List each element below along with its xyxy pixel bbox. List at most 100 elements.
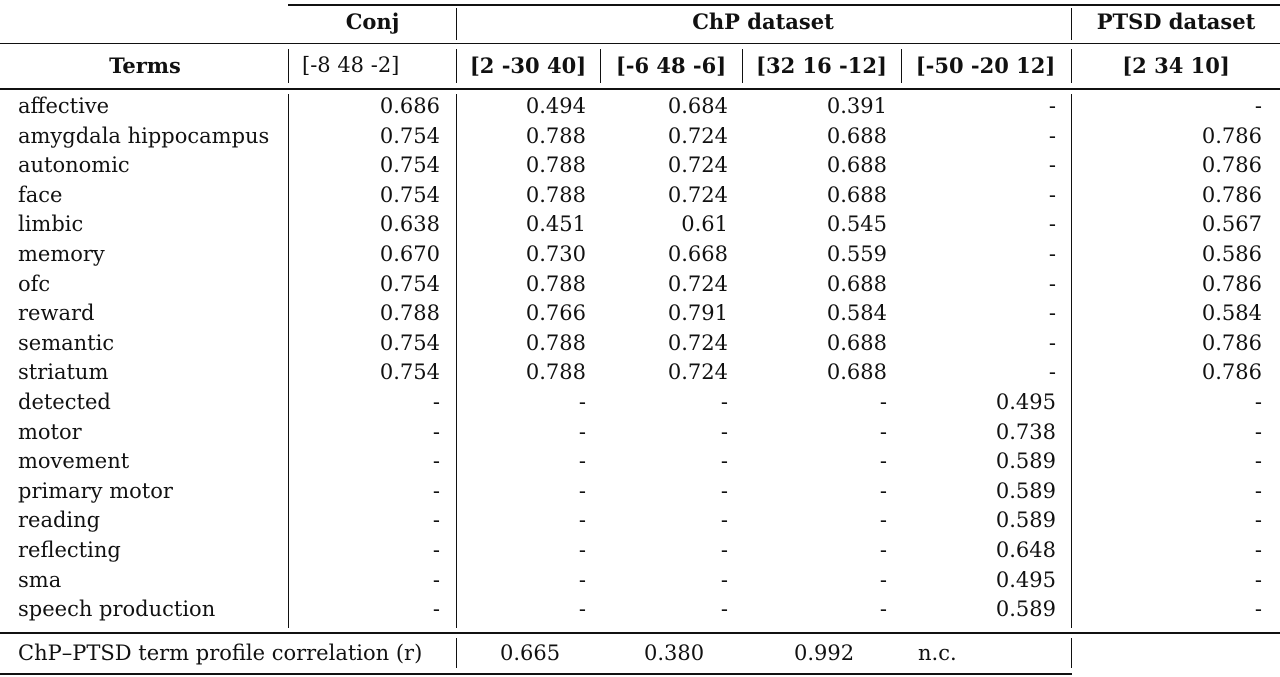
row-value-cell: 0.724 (667, 153, 728, 178)
row-value-cell: 0.668 (667, 242, 728, 266)
row-value-cell: - (720, 449, 728, 474)
row-value-cell: 0.688 (826, 123, 887, 148)
col-divider-conj (456, 49, 457, 83)
row-value-cell: 0.788 (525, 360, 586, 385)
top-rule (288, 4, 1280, 6)
bottom-rule (0, 673, 1072, 675)
row-value-cell: 0.730 (525, 242, 586, 266)
ptsd-coordinate-header: [2 34 10] (1122, 53, 1230, 78)
col-divider-chp-2 (742, 49, 743, 83)
row-term: striatum (18, 360, 109, 385)
body-divider-terms (288, 94, 289, 628)
row-value-cell: 0.754 (379, 330, 440, 355)
row-value-cell: - (879, 390, 887, 414)
footer-divider-1 (456, 638, 457, 668)
row-value-cell: - (432, 597, 440, 622)
row-value-cell: - (720, 478, 728, 503)
row-value-cell: - (578, 508, 586, 533)
row-value-cell: 0.495 (995, 567, 1056, 592)
row-value-cell: 0.391 (826, 94, 887, 118)
row-term: memory (18, 242, 105, 266)
row-value-cell: 0.786 (1201, 271, 1262, 296)
row-term: affective (18, 94, 110, 118)
col-divider-chp-4 (1071, 49, 1072, 83)
row-value-cell: - (1254, 567, 1262, 592)
footer-value-4: n.c. (918, 641, 957, 665)
row-term: movement (18, 449, 130, 474)
row-value-cell: - (1254, 508, 1262, 533)
row-value-cell: - (720, 508, 728, 533)
row-value-cell: 0.589 (995, 597, 1056, 622)
column-header-rule (0, 88, 1280, 90)
footer-value-3: 0.992 (794, 641, 855, 665)
row-value-cell: 0.788 (525, 123, 586, 148)
row-term: limbic (18, 212, 84, 237)
row-value-cell: 0.495 (995, 390, 1056, 414)
row-value-cell: - (879, 538, 887, 562)
row-value-cell: 0.589 (995, 478, 1056, 503)
row-term: reading (18, 508, 101, 533)
row-value-cell: 0.724 (667, 360, 728, 385)
row-value-cell: - (1048, 330, 1056, 355)
row-value-cell: 0.788 (525, 271, 586, 296)
row-term: detected (18, 390, 111, 414)
row-value-cell: - (432, 449, 440, 474)
footer-top-rule (0, 632, 1280, 634)
row-value-cell: - (720, 419, 728, 444)
row-value-cell: - (720, 597, 728, 622)
row-value-cell: - (1048, 94, 1056, 118)
row-value-cell: - (720, 538, 728, 562)
row-value-cell: 0.567 (1201, 212, 1262, 237)
row-value-cell: 0.754 (379, 271, 440, 296)
row-value-cell: 0.788 (525, 182, 586, 207)
row-value-cell: 0.724 (667, 123, 728, 148)
row-value-cell: - (578, 419, 586, 444)
row-value-cell: - (1254, 94, 1262, 118)
chp-coordinate-header-2: [-6 48 -6] (615, 53, 727, 78)
row-value-cell: 0.786 (1201, 123, 1262, 148)
row-value-cell: 0.766 (525, 301, 586, 326)
row-value-cell: - (432, 567, 440, 592)
group-header-chp: ChP dataset (692, 9, 834, 34)
row-value-cell: - (1048, 212, 1056, 237)
row-value-cell: 0.788 (525, 153, 586, 178)
row-value-cell: 0.648 (995, 538, 1056, 562)
row-value-cell: - (879, 478, 887, 503)
group-header-rule (0, 43, 1280, 44)
row-value-cell: 0.589 (995, 508, 1056, 533)
row-value-cell: - (432, 419, 440, 444)
row-value-cell: 0.738 (995, 419, 1056, 444)
row-value-cell: 0.754 (379, 182, 440, 207)
row-value-cell: - (1254, 597, 1262, 622)
row-value-cell: - (879, 449, 887, 474)
row-value-cell: 0.559 (826, 242, 887, 266)
row-value-cell: 0.545 (826, 212, 887, 237)
row-value-cell: - (578, 478, 586, 503)
row-value-cell: 0.724 (667, 271, 728, 296)
conj-coordinate-header: [-8 48 -2] (302, 53, 400, 77)
row-value-cell: - (879, 597, 887, 622)
row-value-cell: 0.451 (525, 212, 586, 237)
row-term: sma (18, 567, 62, 592)
row-value-cell: - (1048, 182, 1056, 207)
body-divider-chp (1071, 94, 1072, 628)
row-value-cell: - (1048, 271, 1056, 296)
row-value-cell: - (578, 449, 586, 474)
row-value-cell: - (879, 419, 887, 444)
row-term: ofc (18, 271, 51, 296)
row-value-cell: 0.786 (1201, 330, 1262, 355)
row-value-cell: 0.688 (826, 182, 887, 207)
row-value-cell: - (879, 567, 887, 592)
row-value-cell: - (578, 597, 586, 622)
row-value-cell: 0.724 (667, 330, 728, 355)
row-value-cell: 0.589 (995, 449, 1056, 474)
group-divider-2 (1071, 8, 1072, 40)
row-value-cell: - (432, 478, 440, 503)
row-term: reflecting (18, 538, 121, 562)
row-value-cell: - (1048, 242, 1056, 266)
row-term: speech production (18, 597, 216, 622)
group-header-conj: Conj (345, 9, 400, 34)
group-divider-1 (456, 8, 457, 40)
row-value-cell: - (1254, 478, 1262, 503)
row-value-cell: 0.638 (379, 212, 440, 237)
